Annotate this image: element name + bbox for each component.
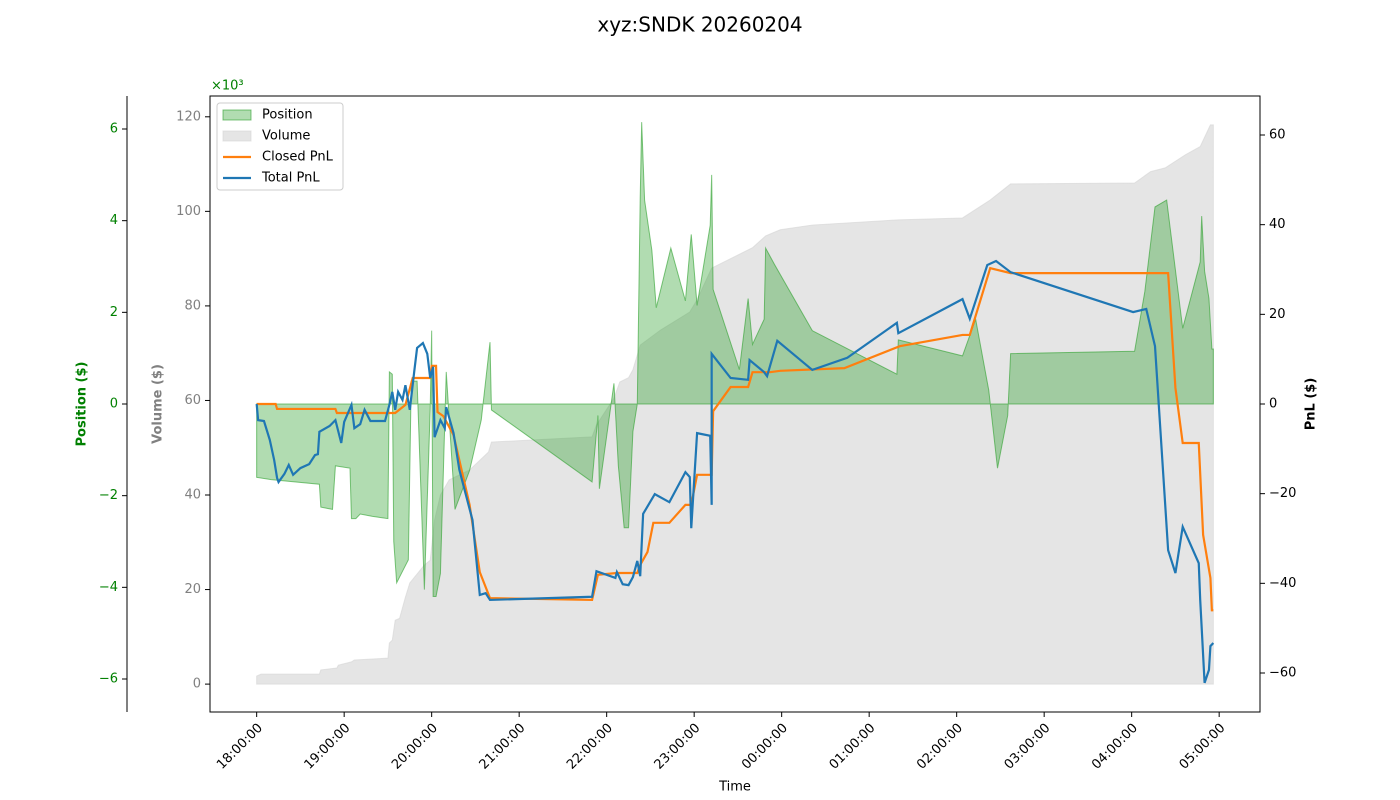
x-tick-label: 02:00:00	[914, 721, 966, 773]
offset-label: ×10³	[211, 79, 244, 94]
chart-title: xyz:SNDK 20260204	[597, 13, 802, 37]
y2-tick-label: −40	[1269, 576, 1296, 591]
x-tick-label: 20:00:00	[389, 721, 441, 773]
x-tick-label: 19:00:00	[302, 721, 354, 773]
x-tick-label: 05:00:00	[1177, 721, 1229, 773]
volume-tick-label: 120	[176, 109, 201, 124]
legend: Position Volume Closed PnL Total PnL	[216, 102, 344, 191]
x-axis-label: Time	[718, 780, 751, 795]
y-tick-label: 6	[110, 122, 118, 137]
legend-swatch	[222, 130, 252, 142]
legend-label: Volume	[262, 129, 310, 144]
legend-label: Closed PnL	[262, 150, 334, 165]
y-tick-label: 0	[110, 397, 118, 412]
volume-tick-label: 100	[176, 204, 201, 219]
y-axis-label: Position ($)	[75, 362, 90, 447]
x-tick-label: 04:00:00	[1089, 721, 1141, 773]
x-tick-label: 21:00:00	[477, 721, 529, 773]
x-tick-label: 22:00:00	[564, 721, 616, 773]
x-tick-label: 03:00:00	[1002, 721, 1054, 773]
y2-tick-label: 0	[1269, 397, 1277, 412]
volume-tick-label: 80	[184, 298, 201, 313]
y2-tick-label: 40	[1269, 217, 1286, 232]
x-tick-label: 18:00:00	[214, 721, 266, 773]
volume-axis-label: Volume ($)	[151, 364, 166, 444]
legend-box	[216, 102, 344, 191]
y-tick-label: 4	[110, 213, 118, 228]
y-tick-label: 2	[110, 305, 118, 320]
volume-tick-label: 20	[184, 582, 201, 597]
x-tick-label: 00:00:00	[739, 721, 791, 773]
volume-tick-label: 0	[193, 677, 201, 692]
y2-tick-label: −60	[1269, 665, 1296, 680]
volume-tick-label: 40	[184, 488, 201, 503]
legend-label: Position	[262, 108, 313, 123]
y2-tick-label: −20	[1269, 486, 1296, 501]
y2-tick-label: 20	[1269, 307, 1286, 322]
y-tick-label: −4	[99, 580, 118, 595]
y2-axis-label: PnL ($)	[1304, 378, 1319, 431]
area	[256, 122, 1214, 597]
volume-tick-label: 60	[184, 393, 201, 408]
y-tick-label: −6	[99, 672, 118, 687]
y-tick-label: −2	[99, 488, 118, 503]
legend-swatch	[222, 109, 252, 121]
x-tick-label: 23:00:00	[652, 721, 704, 773]
line	[255, 259, 1215, 684]
legend-label: Total PnL	[261, 171, 320, 186]
y2-tick-label: 60	[1269, 128, 1286, 143]
x-tick-label: 01:00:00	[827, 721, 879, 773]
